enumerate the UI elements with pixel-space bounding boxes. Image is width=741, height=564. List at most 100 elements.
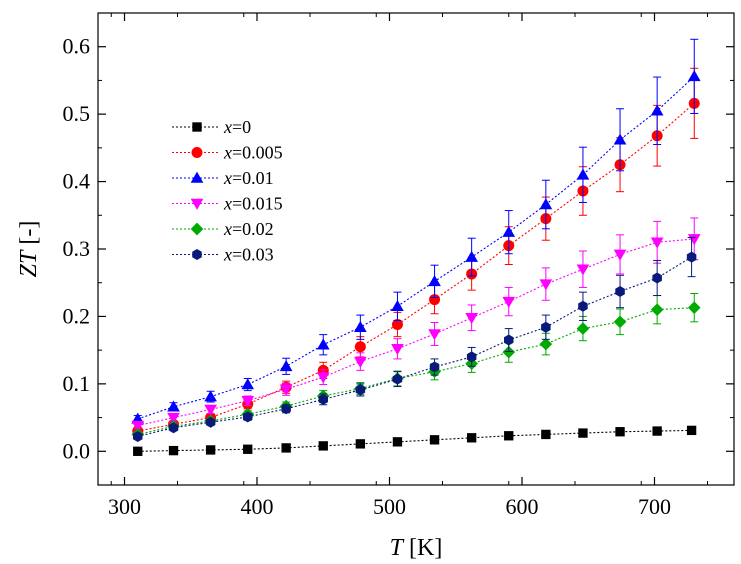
data-point: [241, 395, 255, 408]
data-point: [429, 435, 440, 445]
legend-label: x=0.03: [223, 245, 274, 265]
y-tick-label: 0.1: [63, 371, 91, 396]
x-tick-label: 400: [241, 494, 274, 519]
data-point: [541, 429, 551, 440]
data-point: [465, 250, 478, 262]
series-x-0-01: [131, 38, 701, 424]
series-line: [137, 75, 695, 420]
legend-marker: [192, 122, 202, 132]
data-point: [391, 319, 403, 331]
data-point: [318, 393, 329, 405]
y-tick-label: 0.4: [63, 169, 91, 194]
y-tick-label: 0.6: [63, 34, 91, 59]
data-point: [391, 344, 404, 356]
data-point: [502, 225, 516, 237]
data-point: [687, 301, 701, 314]
data-point: [391, 299, 404, 312]
data-point: [318, 441, 328, 451]
legend-label: x=0.01: [223, 168, 274, 188]
plot-frame: [97, 12, 735, 486]
data-point: [242, 411, 253, 423]
x-axis-title: T [K]: [390, 535, 443, 561]
plot-area: [131, 38, 701, 456]
data-point: [131, 412, 145, 424]
series-x-0-015: [131, 217, 701, 432]
data-point: [429, 361, 440, 373]
data-point: [204, 390, 217, 402]
legend-label: x=0.02: [223, 219, 274, 239]
x-tick-label: 700: [638, 494, 671, 519]
data-point: [392, 373, 403, 385]
data-point: [541, 321, 551, 333]
legend-item: x=0.005: [172, 143, 283, 163]
data-point: [613, 315, 627, 329]
data-point: [205, 416, 216, 428]
data-point: [576, 322, 590, 335]
data-point: [133, 446, 143, 456]
legend-marker: [190, 198, 204, 210]
data-point: [576, 168, 590, 180]
data-point: [354, 356, 367, 368]
legend: x=0 x=0.005 x=0.01 x=0.015 x=0.02 x=0.03: [172, 117, 283, 265]
data-point: [167, 412, 180, 424]
series-line: [137, 429, 692, 452]
data-point: [686, 251, 697, 263]
series-x-0-02: [131, 293, 701, 441]
data-point: [354, 320, 367, 332]
y-axis-title: ZT [-]: [16, 221, 42, 278]
data-point: [428, 275, 441, 287]
data-point: [503, 334, 514, 346]
data-point: [279, 384, 293, 396]
data-point: [650, 303, 664, 317]
data-point: [652, 426, 662, 436]
legend-label: x=0: [223, 117, 251, 137]
data-point: [613, 249, 627, 261]
data-point: [132, 430, 143, 442]
legend-item: x=0.01: [172, 168, 274, 188]
series-x-0: [133, 425, 697, 456]
data-point: [687, 70, 701, 82]
legend-marker: [190, 171, 204, 183]
legend-item: x=0.03: [172, 245, 274, 265]
data-point: [576, 264, 590, 276]
legend-label: x=0.005: [223, 143, 283, 163]
data-point: [243, 444, 253, 454]
data-point: [355, 384, 366, 396]
data-point: [241, 378, 255, 390]
data-point: [504, 431, 514, 441]
legend-item: x=0.02: [172, 219, 274, 239]
data-point: [281, 403, 291, 415]
data-point: [466, 433, 477, 443]
data-point: [687, 234, 701, 246]
data-point: [650, 104, 664, 116]
series-x-0-005: [132, 67, 700, 437]
data-point: [428, 329, 441, 341]
series-line: [137, 238, 695, 427]
data-point: [502, 296, 516, 308]
legend-item: x=0: [172, 117, 251, 137]
series-line: [137, 256, 692, 437]
legend-marker: [190, 222, 204, 236]
x-tick-label: 300: [108, 494, 141, 519]
y-tick-label: 0.0: [63, 438, 91, 463]
data-point: [539, 279, 553, 291]
data-point: [205, 445, 216, 455]
data-point: [502, 345, 516, 359]
data-point: [578, 428, 588, 438]
y-tick-label: 0.2: [63, 303, 91, 328]
data-point: [204, 404, 217, 416]
y-tick-label: 0.5: [63, 101, 91, 126]
series-x-0-03: [132, 237, 697, 442]
y-tick-label: 0.3: [63, 236, 91, 261]
data-point: [279, 360, 293, 372]
series-line: [137, 102, 695, 432]
data-point: [539, 337, 553, 351]
x-tick-label: 500: [373, 494, 406, 519]
legend-marker: [191, 147, 203, 158]
x-tick-label: 600: [506, 494, 539, 519]
legend-item: x=0.015: [172, 194, 283, 214]
data-point: [392, 437, 403, 447]
data-point: [615, 427, 625, 437]
data-point: [167, 400, 180, 412]
